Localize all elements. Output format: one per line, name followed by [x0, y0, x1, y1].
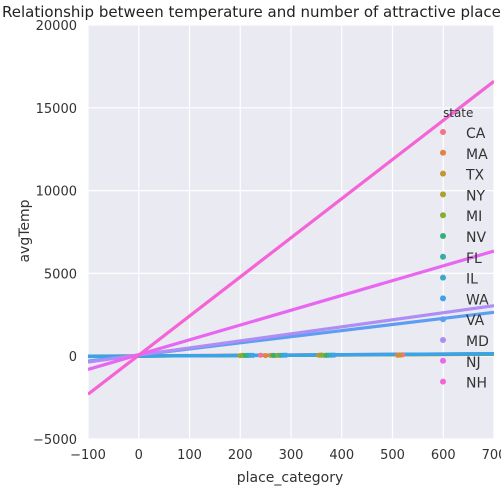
- y-tick-label: 5000: [44, 267, 77, 282]
- legend-label-md: MD: [466, 334, 489, 350]
- chart-title: Relationship between temperature and num…: [2, 3, 501, 21]
- data-points: [237, 352, 406, 359]
- legend-title: state: [443, 106, 473, 120]
- legend-marker-va: [440, 316, 446, 323]
- data-point-ma: [263, 352, 269, 359]
- legend-marker-md: [440, 337, 446, 343]
- legend-label-nj: NJ: [466, 355, 481, 371]
- y-tick-label: 10000: [36, 185, 77, 200]
- legend-label-ma: MA: [466, 147, 488, 163]
- x-tick-label: 300: [279, 448, 304, 463]
- y-tick-labels: −5000 0 5000 10000 15000 20000: [33, 19, 77, 448]
- legend-marker-wa: [440, 295, 446, 302]
- legend-marker-ny: [440, 191, 446, 198]
- series-line-wa: [88, 351, 494, 359]
- legend-label-ca: CA: [466, 126, 486, 142]
- data-point-nv: [270, 352, 276, 358]
- x-axis-label: place_category: [237, 470, 344, 486]
- y-axis-label: avgTemp: [17, 199, 33, 262]
- legend: state CA MA TX NY MI NV FL IL WA VA MD NJ NH: [440, 106, 489, 392]
- legend-marker-nj: [440, 357, 446, 364]
- legend-label-nh: NH: [466, 376, 487, 392]
- legend-marker-mi: [440, 212, 446, 219]
- legend-label-il: IL: [466, 272, 478, 288]
- y-tick-label: −5000: [33, 433, 77, 448]
- x-tick-label: 100: [177, 448, 202, 463]
- series-line-md: [88, 304, 494, 364]
- x-tick-label: 500: [380, 448, 405, 463]
- y-tick-label: 15000: [36, 102, 77, 117]
- legend-marker-tx: [440, 170, 446, 177]
- legend-label-nv: NV: [466, 230, 486, 246]
- legend-marker-il: [440, 274, 446, 281]
- x-tick-labels: −100 0 100 200 300 400 500 600 700: [70, 448, 501, 463]
- data-point-wa: [283, 352, 289, 358]
- legend-label-wa: WA: [466, 292, 489, 308]
- series-line-nh: [88, 80, 494, 396]
- y-tick-label: 0: [69, 350, 77, 365]
- x-tick-label: 600: [431, 448, 456, 463]
- legend-marker-ca: [440, 129, 446, 135]
- legend-label-va: VA: [466, 313, 485, 329]
- legend-marker-nv: [440, 233, 446, 239]
- legend-label-mi: MI: [466, 209, 482, 225]
- x-tick-label: −100: [70, 448, 106, 463]
- legend-marker-ma: [440, 149, 446, 156]
- y-tick-label: 20000: [36, 19, 77, 34]
- data-point-mi: [318, 352, 325, 358]
- x-tick-label: 700: [482, 448, 501, 463]
- legend-marker-fl: [440, 253, 446, 260]
- data-point-tx: [397, 352, 403, 358]
- legend-label-ny: NY: [466, 188, 485, 204]
- x-tick-label: 0: [135, 448, 143, 463]
- x-tick-label: 200: [228, 448, 253, 463]
- x-tick-label: 400: [329, 448, 354, 463]
- data-point-wa: [331, 352, 337, 358]
- legend-label-fl: FL: [466, 251, 482, 267]
- legend-label-tx: TX: [465, 168, 485, 184]
- series-line-nj: [88, 249, 494, 371]
- data-point-wa: [250, 352, 256, 358]
- data-point-ca: [257, 352, 264, 358]
- regression-lines: [88, 80, 494, 396]
- gridlines: [87, 24, 495, 440]
- legend-marker-nh: [440, 378, 446, 385]
